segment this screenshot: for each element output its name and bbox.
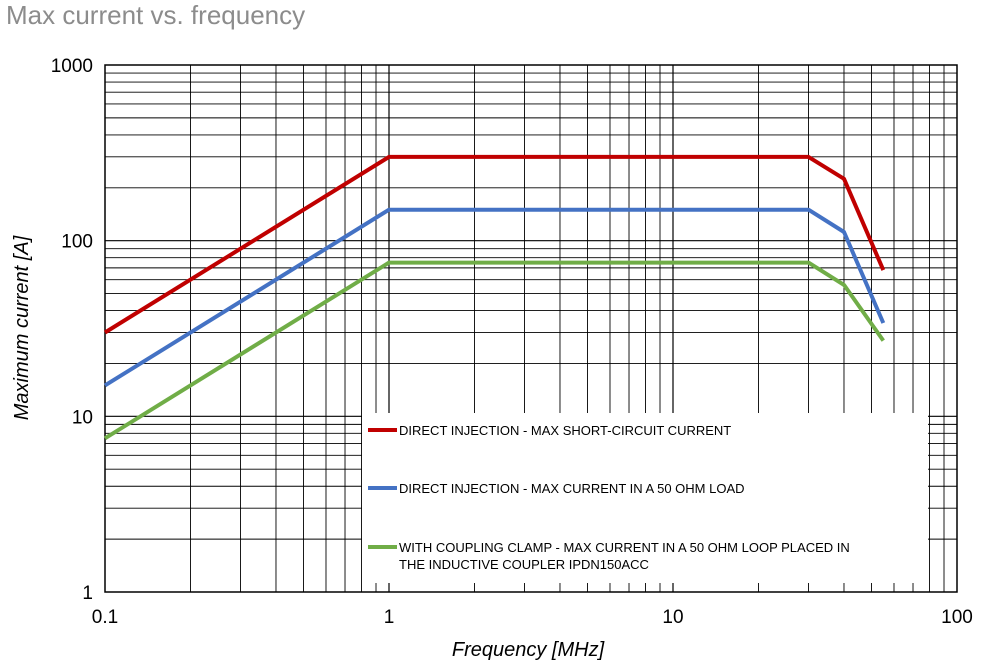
x-tick-label: 100: [941, 607, 973, 628]
y-axis-title: Maximum current [A]: [11, 235, 33, 420]
x-tick-label: 1: [384, 607, 395, 628]
x-axis-title: Frequency [MHz]: [452, 639, 605, 661]
legend-label-3: WITH COUPLING CLAMP - MAX CURRENT IN A 5…: [399, 540, 850, 555]
series-line-1: [103, 154, 886, 335]
y-tick-label: 1000: [51, 56, 93, 77]
legend-label-1: DIRECT INJECTION - MAX SHORT-CIRCUIT CUR…: [399, 423, 731, 438]
y-tick-label: 1: [82, 583, 93, 604]
legend-label-3: THE INDUCTIVE COUPLER IPDN150ACC: [399, 557, 649, 572]
legend: DIRECT INJECTION - MAX SHORT-CIRCUIT CUR…: [362, 413, 928, 583]
x-tick-label: 10: [662, 607, 683, 628]
y-axis-tick-labels: 1 10 100 1000: [51, 56, 93, 604]
x-tick-label: 0.1: [92, 607, 118, 628]
x-axis-tick-labels: 0.1 1 10 100: [92, 607, 973, 628]
series-line-2: [103, 207, 886, 388]
y-tick-label: 10: [72, 407, 93, 428]
legend-label-2: DIRECT INJECTION - MAX CURRENT IN A 50 O…: [399, 481, 745, 496]
legend-box: [362, 413, 928, 583]
y-tick-label: 100: [61, 232, 93, 253]
plot-frame: [104, 64, 958, 593]
series-line-3: [103, 260, 885, 441]
page-title: Max current vs. frequency: [6, 0, 306, 30]
series-lines: [103, 154, 886, 441]
